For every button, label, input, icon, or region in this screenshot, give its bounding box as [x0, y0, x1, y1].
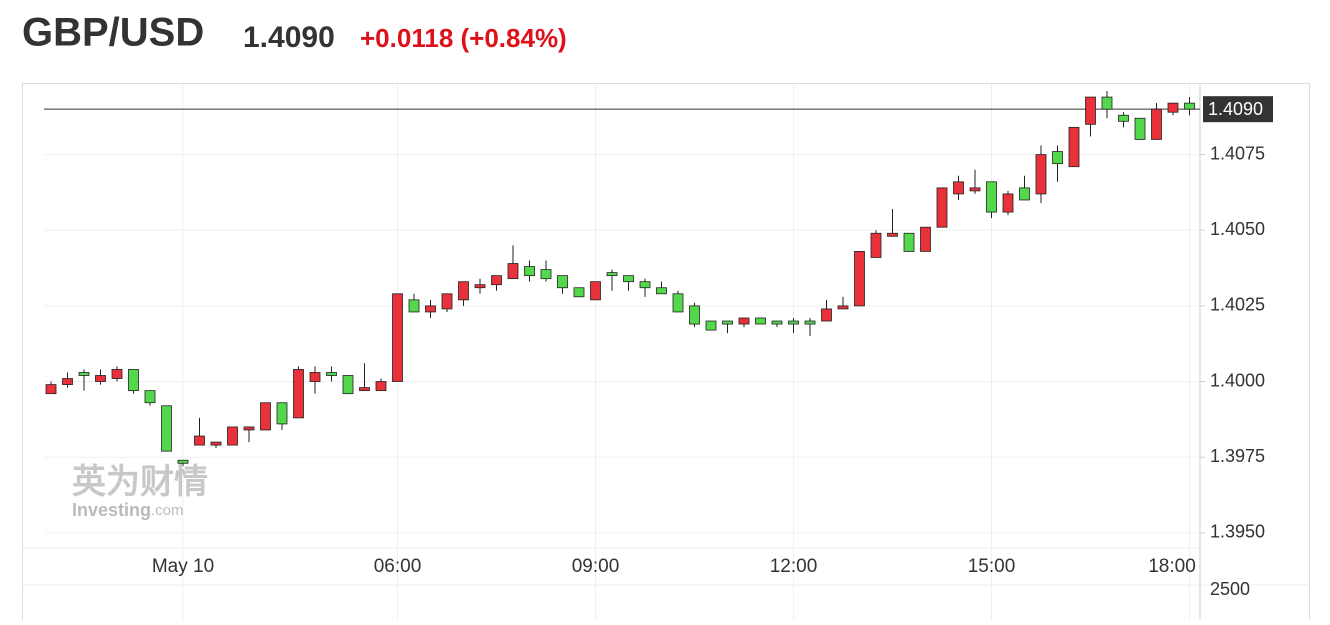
x-tick-label: 06:00	[374, 556, 422, 577]
candle-body	[392, 293, 403, 382]
candle-body	[540, 269, 552, 280]
candle-body	[1085, 96, 1096, 125]
candle-body	[45, 384, 57, 395]
y-tick-label: 1.3975	[1210, 446, 1265, 466]
change: +0.0118 (+0.84%)	[360, 23, 567, 53]
candle-body	[408, 299, 420, 313]
candle-body	[293, 369, 304, 419]
candle-body	[1019, 187, 1030, 201]
candle-body	[590, 281, 601, 301]
watermark-cn: 英为财情	[72, 463, 208, 501]
y-tick-label: 1.4050	[1210, 219, 1265, 239]
candle-body	[870, 232, 882, 258]
candle-body	[920, 226, 931, 252]
volume-tick-label: 2500	[1210, 579, 1250, 599]
candle-body	[1167, 102, 1179, 113]
y-tick-label: 1.3950	[1210, 522, 1265, 542]
candle-body	[771, 320, 783, 325]
candle-body	[276, 402, 288, 425]
candle-body	[342, 375, 354, 395]
x-tick-label: 09:00	[572, 556, 620, 577]
candle-body	[573, 287, 585, 298]
candle-body	[474, 284, 486, 289]
candle-body	[326, 372, 337, 376]
candle-body	[1101, 96, 1113, 110]
candle-body	[557, 275, 568, 289]
candle-body	[1002, 193, 1014, 213]
candle-body	[78, 372, 90, 376]
candle-body	[755, 317, 766, 325]
candle-body	[359, 387, 370, 392]
candle-body	[1035, 154, 1047, 195]
candle-body	[623, 275, 634, 283]
candle-body	[738, 317, 750, 325]
candle-body	[672, 293, 684, 313]
candles	[45, 91, 1195, 467]
candle-body	[491, 275, 502, 286]
candle-body	[722, 320, 733, 325]
y-tick-label: 1.4000	[1210, 370, 1265, 390]
candle-body	[210, 441, 222, 446]
candle-body	[524, 266, 535, 277]
candle-body	[837, 305, 849, 310]
candle-body	[821, 308, 832, 322]
candle-body	[903, 232, 915, 252]
candle-body	[425, 305, 436, 313]
candle-body	[194, 435, 205, 446]
candle-body	[458, 281, 469, 301]
watermark-domain: .com	[151, 502, 184, 519]
candle-body	[227, 426, 238, 446]
last-price-label: 1.4090	[1208, 99, 1263, 119]
candle-body	[1068, 126, 1080, 168]
candle-body	[507, 263, 519, 280]
candle-body	[887, 232, 898, 237]
candle-body	[1184, 102, 1195, 110]
candle-body	[788, 320, 799, 325]
candle-body	[161, 405, 172, 452]
candle-body	[936, 187, 948, 228]
x-tick-label: 18:00	[1148, 556, 1196, 577]
symbol: GBP/USD	[22, 11, 204, 55]
candle-body	[689, 305, 700, 325]
candle-body	[128, 369, 139, 392]
watermark-brand: Investing.com	[72, 500, 184, 520]
candle-body	[309, 372, 321, 382]
watermark-brand-name: Investing	[72, 500, 151, 520]
candle-body	[1151, 108, 1162, 140]
candle-body	[95, 375, 106, 382]
candle-body	[986, 181, 997, 213]
candle-body	[606, 272, 618, 277]
candle-body	[656, 287, 667, 295]
candle-body	[177, 459, 189, 464]
candle-body	[111, 369, 123, 379]
candle-body	[1118, 114, 1129, 122]
grid: 1.3950 1.3975 1.4000 1.4025 1.4050 1.4075 May …	[23, 84, 1309, 625]
candle-body	[260, 402, 271, 431]
x-tick-label: 15:00	[968, 556, 1016, 577]
candle-body	[1134, 117, 1146, 140]
y-tick-label: 1.4025	[1210, 295, 1265, 315]
last-price-tag	[1203, 96, 1273, 123]
candle-body	[804, 320, 816, 325]
candle-body	[969, 187, 981, 192]
x-tick-label: 12:00	[770, 556, 818, 577]
candle-body	[243, 426, 255, 431]
candle-body	[953, 181, 964, 195]
chart-frame	[22, 83, 1310, 625]
candle-body	[441, 293, 453, 310]
candle-body	[705, 320, 717, 331]
candle-body	[639, 281, 651, 289]
candle-body	[375, 381, 387, 392]
x-tick-label: May 10	[152, 556, 214, 577]
price: 1.4090	[243, 21, 335, 54]
candle-body	[144, 390, 156, 404]
candle-body	[854, 251, 865, 307]
y-tick-label: 1.4075	[1210, 143, 1265, 163]
candle-body	[1052, 151, 1063, 165]
candle-body	[62, 378, 73, 385]
